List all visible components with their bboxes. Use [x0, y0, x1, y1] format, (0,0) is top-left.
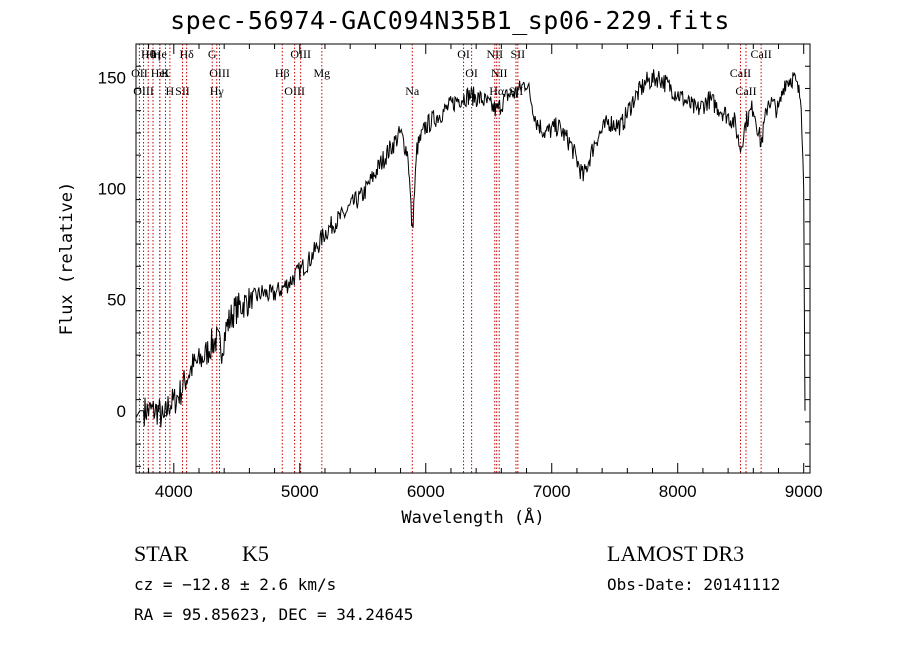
- line-label: K: [161, 66, 170, 80]
- line-label: CaII: [730, 66, 751, 80]
- line-label: He: [153, 47, 167, 61]
- observation-date: Obs-Date: 20141112: [607, 575, 781, 594]
- line-label: OIII: [284, 84, 305, 98]
- line-label: OIII: [133, 84, 154, 98]
- x-tick-label: 5000: [281, 482, 319, 501]
- line-label: OIII: [290, 47, 311, 61]
- line-label: NII: [491, 66, 508, 80]
- line-label: NII: [486, 47, 503, 61]
- y-tick-label: 150: [98, 68, 126, 87]
- y-tick-label: 50: [107, 291, 126, 310]
- object-subclass: K5: [242, 541, 269, 566]
- x-tick-label: 7000: [533, 482, 571, 501]
- x-tick-label: 8000: [659, 482, 697, 501]
- line-label: Hδ: [179, 47, 194, 61]
- line-label: OII: [131, 66, 148, 80]
- line-markers: [138, 44, 762, 473]
- x-tick-label: 6000: [407, 482, 445, 501]
- line-label: OIII: [209, 66, 230, 80]
- redshift-cz: cz = −12.8 ± 2.6 km/s: [134, 575, 337, 594]
- x-axis-label: Wavelength (Å): [401, 506, 544, 528]
- line-label: H: [166, 84, 175, 98]
- line-label: HeI: [151, 66, 169, 80]
- line-label: SII: [511, 47, 526, 61]
- axes-group: 4000 5000 6000 7000 8000 9000 0 50 100 150 Wavelen…: [57, 43, 823, 528]
- line-label: Hθ: [141, 47, 156, 61]
- line-label: OI: [457, 47, 470, 61]
- y-axis-label: Flux (relative): [57, 182, 77, 336]
- survey-name: LAMOST DR3: [607, 541, 745, 566]
- line-label: CaII: [750, 47, 771, 61]
- object-class: STAR: [134, 541, 189, 566]
- line-label: G: [208, 47, 217, 61]
- line-label: Hη: [146, 47, 161, 61]
- plot-frame: [135, 43, 811, 474]
- spectrum-line: [135, 69, 806, 428]
- y-tick-label: 100: [98, 179, 126, 198]
- spectrum-series: [135, 69, 806, 428]
- line-label: Na: [405, 84, 420, 98]
- ra-dec: RA = 95.85623, DEC = 34.24645: [134, 605, 414, 624]
- line-label: SII: [175, 84, 190, 98]
- line-label: Hγ: [210, 84, 225, 98]
- y-tick-label: 0: [117, 402, 126, 421]
- line-label: Hβ: [275, 66, 290, 80]
- line-label: OI: [465, 66, 478, 80]
- chart-title: spec-56974-GAC094N35B1_sp06-229.fits: [170, 6, 730, 35]
- line-label: Hα: [489, 84, 505, 98]
- line-label: CaII: [735, 84, 756, 98]
- line-labels: HθOIIOIIIHeKHHηHeISIIHδOIIIHγGHβOIIIOIII…: [131, 47, 772, 98]
- x-tick-label: 9000: [785, 482, 823, 501]
- line-label: SII: [509, 84, 524, 98]
- x-tick-label: 4000: [155, 482, 193, 501]
- line-label: Mg: [313, 66, 330, 80]
